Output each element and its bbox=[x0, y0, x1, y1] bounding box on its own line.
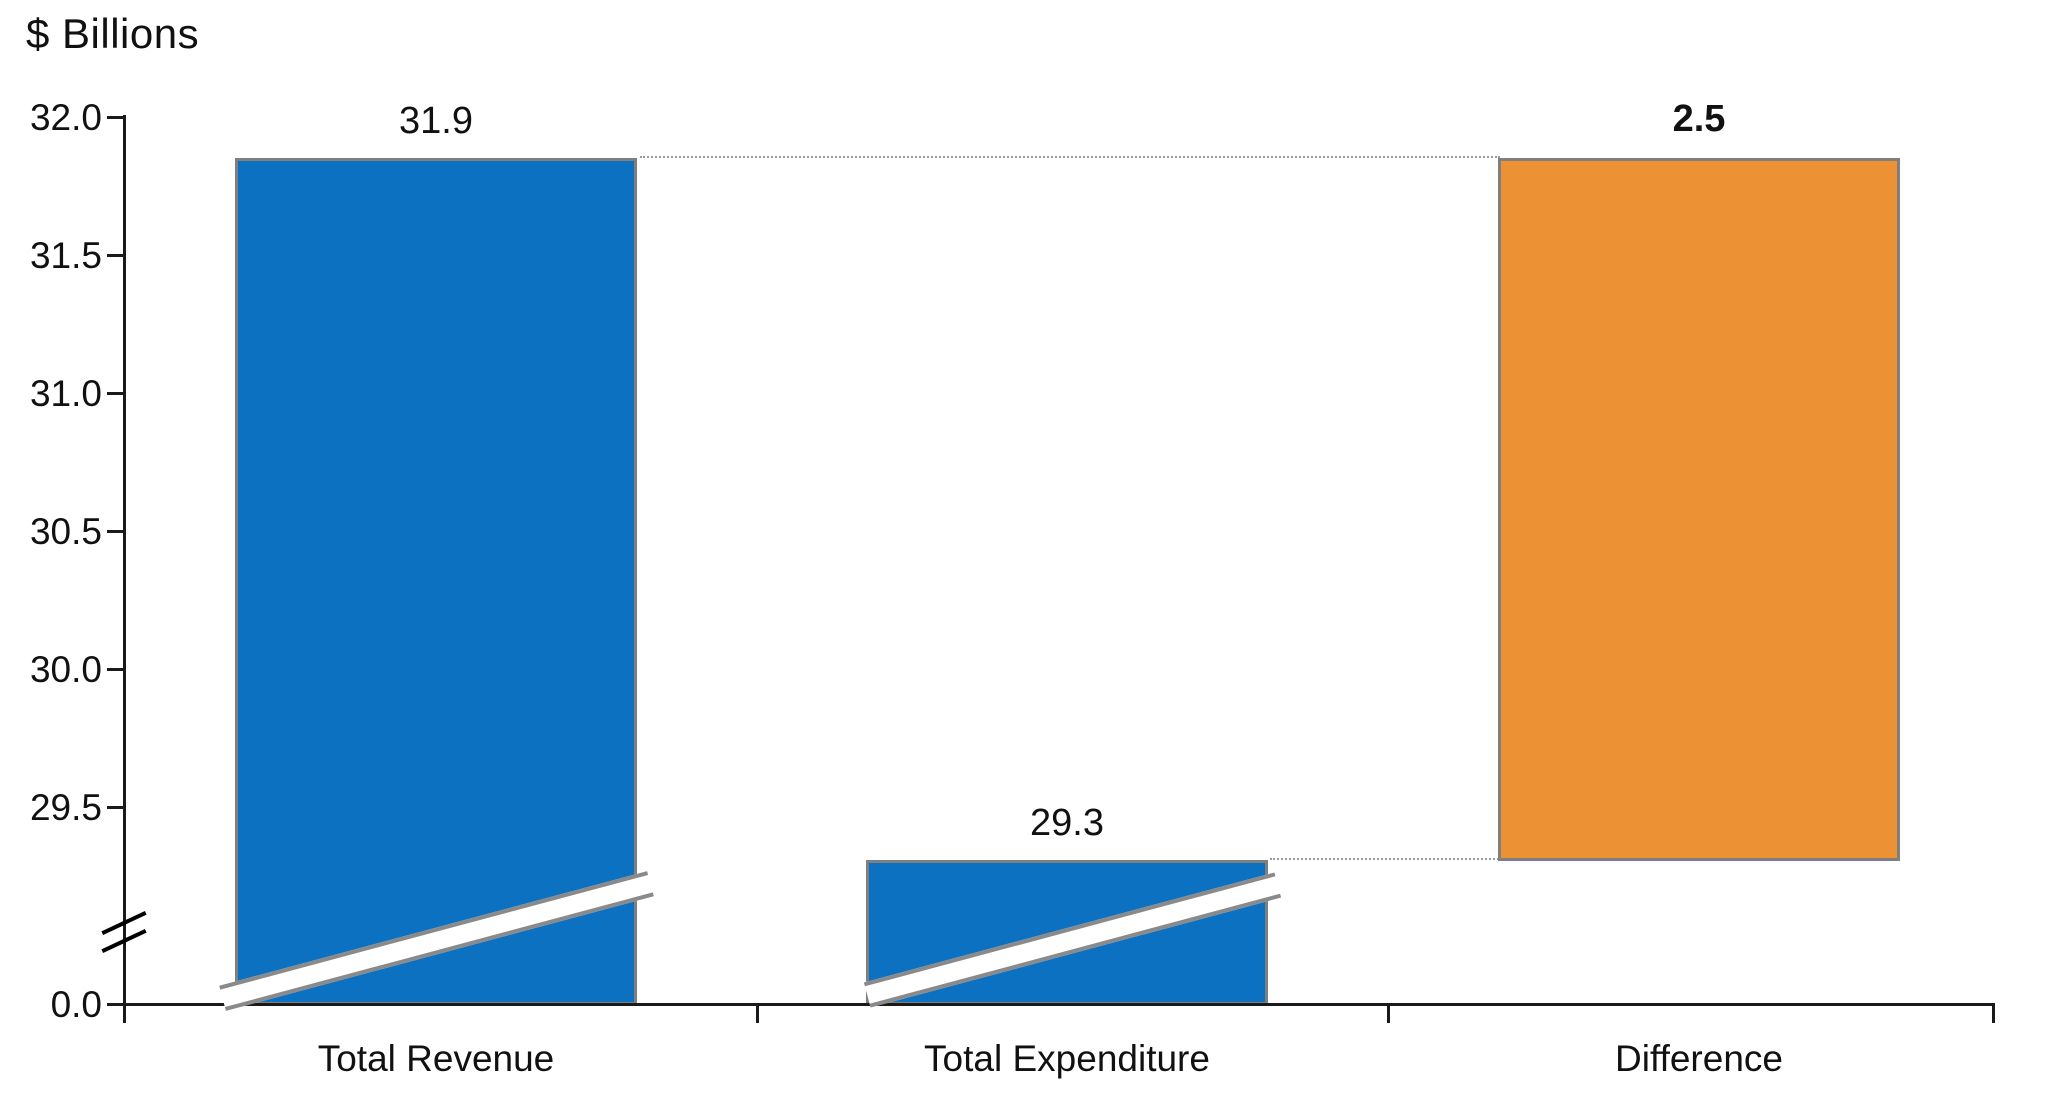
y-tick-label: 30.5 bbox=[29, 511, 102, 552]
y-tick-label: 29.5 bbox=[29, 787, 102, 828]
y-tick-30 bbox=[107, 668, 124, 671]
connector-revenue-to-difference-top bbox=[640, 156, 1500, 158]
y-axis-line bbox=[123, 115, 126, 1006]
y-tick-29-5 bbox=[107, 806, 124, 809]
x-axis-line bbox=[123, 1003, 1995, 1006]
x-tick bbox=[123, 1006, 126, 1023]
chart-title: $ Billions bbox=[26, 10, 200, 57]
connector-expenditure-to-difference-bottom bbox=[1270, 858, 1502, 860]
category-label-total-revenue: Total Revenue bbox=[317, 1038, 555, 1079]
value-label-difference: 2.5 bbox=[1672, 98, 1726, 140]
y-tick-32 bbox=[107, 116, 124, 119]
y-tick-31-5 bbox=[107, 254, 124, 257]
y-tick-label-zero: 0.0 bbox=[50, 984, 102, 1025]
x-tick bbox=[756, 1006, 759, 1023]
value-label-revenue: 31.9 bbox=[399, 100, 473, 142]
y-tick-30-5 bbox=[107, 530, 124, 533]
y-tick-label: 30.0 bbox=[29, 649, 102, 690]
x-tick bbox=[1992, 1006, 1995, 1023]
category-label-total-expenditure: Total Expenditure bbox=[924, 1038, 1210, 1079]
value-label-expenditure: 29.3 bbox=[1030, 802, 1104, 844]
y-tick-31 bbox=[107, 392, 124, 395]
y-tick-zero bbox=[107, 1003, 124, 1006]
category-label-difference: Difference bbox=[1615, 1038, 1783, 1079]
y-tick-label: 31.0 bbox=[29, 373, 102, 414]
bar-difference bbox=[1498, 158, 1900, 861]
y-tick-label: 32.0 bbox=[29, 97, 102, 138]
bar-total-revenue bbox=[235, 158, 637, 1005]
y-tick-label: 31.5 bbox=[29, 235, 102, 276]
x-tick bbox=[1387, 1006, 1390, 1023]
